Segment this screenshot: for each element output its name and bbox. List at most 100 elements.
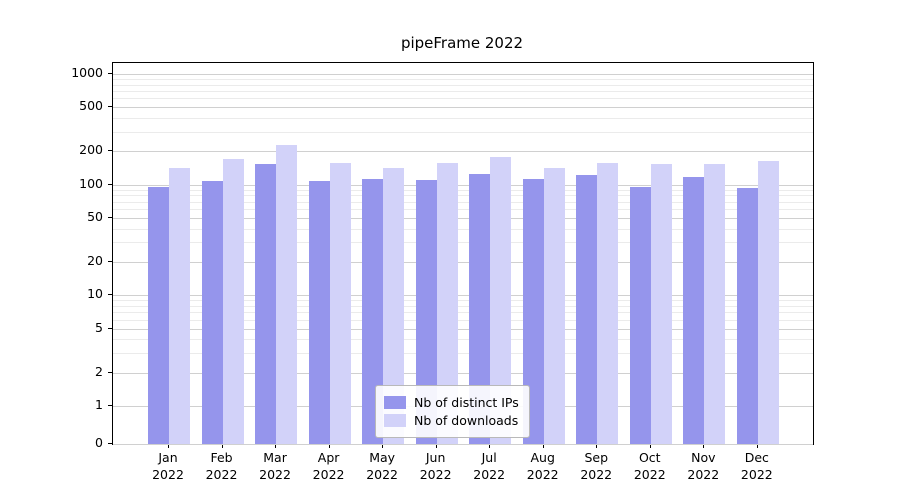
y-tick-label: 10 <box>87 286 103 302</box>
y-tick-label: 5 <box>95 319 103 335</box>
bar-downloads-feb <box>222 158 244 444</box>
y-tick-label: 200 <box>79 142 103 158</box>
y-tick-mark <box>108 72 112 74</box>
y-tick-mark <box>108 405 112 406</box>
minor-gridline <box>113 312 813 314</box>
minor-gridline <box>113 242 813 244</box>
x-tick-label-mar: Mar 2022 <box>259 450 291 482</box>
major-gridline <box>113 217 813 219</box>
y-tick-mark <box>108 260 112 262</box>
minor-gridline <box>113 353 813 355</box>
x-tick-mark <box>489 444 491 448</box>
bar-distinct-ips-jan <box>148 187 169 444</box>
y-tick-label: 500 <box>79 98 103 114</box>
x-tick-mark <box>328 444 330 448</box>
x-tick-mark <box>435 444 437 448</box>
minor-gridline <box>113 209 813 211</box>
legend-entry-downloads: Nb of downloads <box>384 413 519 428</box>
chart-title: pipeFrame 2022 <box>400 34 524 52</box>
minor-gridline <box>113 228 813 230</box>
bar-distinct-ips-jul <box>469 173 491 444</box>
major-gridline <box>113 295 813 297</box>
y-tick-mark <box>108 216 112 218</box>
bar-downloads-jul <box>490 156 512 444</box>
major-gridline <box>113 444 813 445</box>
x-tick-label-jul: Jul 2022 <box>473 450 506 482</box>
bar-downloads-jan <box>169 168 190 444</box>
y-tick-mark <box>108 371 112 373</box>
x-tick-label-oct: Oct 2022 <box>633 450 666 482</box>
x-tick-mark <box>275 444 277 448</box>
bar-downloads-oct <box>650 164 672 444</box>
major-gridline <box>113 328 813 330</box>
minor-gridline <box>113 201 813 203</box>
legend: Nb of distinct IPs Nb of downloads <box>375 385 530 438</box>
y-tick-mark <box>108 443 112 444</box>
y-tick-mark <box>108 106 112 108</box>
bar-distinct-ips-nov <box>683 177 705 444</box>
y-tick-label: 0 <box>95 435 103 450</box>
bar-distinct-ips-aug <box>522 178 544 444</box>
bar-downloads-aug <box>543 168 565 444</box>
minor-gridline <box>113 300 813 302</box>
legend-entry-distinct-ips: Nb of distinct IPs <box>384 395 519 410</box>
bar-distinct-ips-sep <box>576 175 598 444</box>
x-tick-mark <box>756 444 758 448</box>
x-tick-mark <box>221 444 223 448</box>
bar-distinct-ips-dec <box>736 187 758 444</box>
x-tick-mark <box>649 444 651 448</box>
x-tick-label-dec: Dec 2022 <box>740 450 773 482</box>
minor-gridline <box>113 98 813 100</box>
bar-distinct-ips-oct <box>629 187 651 444</box>
major-gridline <box>113 372 813 374</box>
legend-label-downloads: Nb of downloads <box>414 413 519 428</box>
bar-downloads-mar <box>276 144 298 444</box>
major-gridline <box>113 261 813 263</box>
bar-distinct-ips-may <box>362 178 384 444</box>
x-tick-mark <box>168 444 169 448</box>
bar-distinct-ips-mar <box>255 164 277 444</box>
x-tick-label-sep: Sep 2022 <box>580 450 613 482</box>
x-tick-label-feb: Feb 2022 <box>205 450 238 482</box>
major-gridline <box>113 107 813 109</box>
x-tick-mark <box>382 444 384 448</box>
minor-gridline <box>113 306 813 308</box>
bar-downloads-apr <box>329 162 351 444</box>
x-tick-mark <box>542 444 544 448</box>
minor-gridline <box>113 78 813 80</box>
major-gridline <box>113 73 813 75</box>
y-tick-mark <box>108 183 112 185</box>
bar-distinct-ips-apr <box>308 181 330 444</box>
y-tick-label: 100 <box>79 175 103 191</box>
x-tick-label-jun: Jun 2022 <box>419 450 452 482</box>
y-tick-mark <box>108 327 112 329</box>
x-tick-label-apr: Apr 2022 <box>312 450 345 482</box>
minor-gridline <box>113 91 813 93</box>
minor-gridline <box>113 117 813 119</box>
major-gridline <box>113 184 813 186</box>
x-tick-label-may: May 2022 <box>366 450 399 482</box>
y-tick-mark <box>108 294 112 296</box>
bar-downloads-dec <box>757 161 779 444</box>
x-tick-label-nov: Nov 2022 <box>687 450 720 482</box>
y-tick-label: 2 <box>95 363 103 379</box>
bar-downloads-sep <box>597 162 619 444</box>
bar-distinct-ips-feb <box>201 181 223 444</box>
minor-gridline <box>113 195 813 197</box>
minor-gridline <box>113 339 813 341</box>
x-tick-label-jan: Jan 2022 <box>152 450 184 482</box>
legend-label-distinct-ips: Nb of distinct IPs <box>414 395 519 410</box>
bar-downloads-may <box>383 167 405 444</box>
legend-swatch-distinct-ips <box>384 396 406 409</box>
y-tick-label: 20 <box>87 252 103 268</box>
x-tick-label-aug: Aug 2022 <box>526 450 559 482</box>
bar-downloads-jun <box>436 162 458 444</box>
y-tick-label: 50 <box>87 208 103 224</box>
minor-gridline <box>113 84 813 86</box>
bar-distinct-ips-jun <box>415 180 437 444</box>
x-tick-mark <box>703 444 705 448</box>
x-tick-mark <box>596 444 598 448</box>
legend-swatch-downloads <box>384 414 406 427</box>
bar-downloads-nov <box>704 163 726 444</box>
